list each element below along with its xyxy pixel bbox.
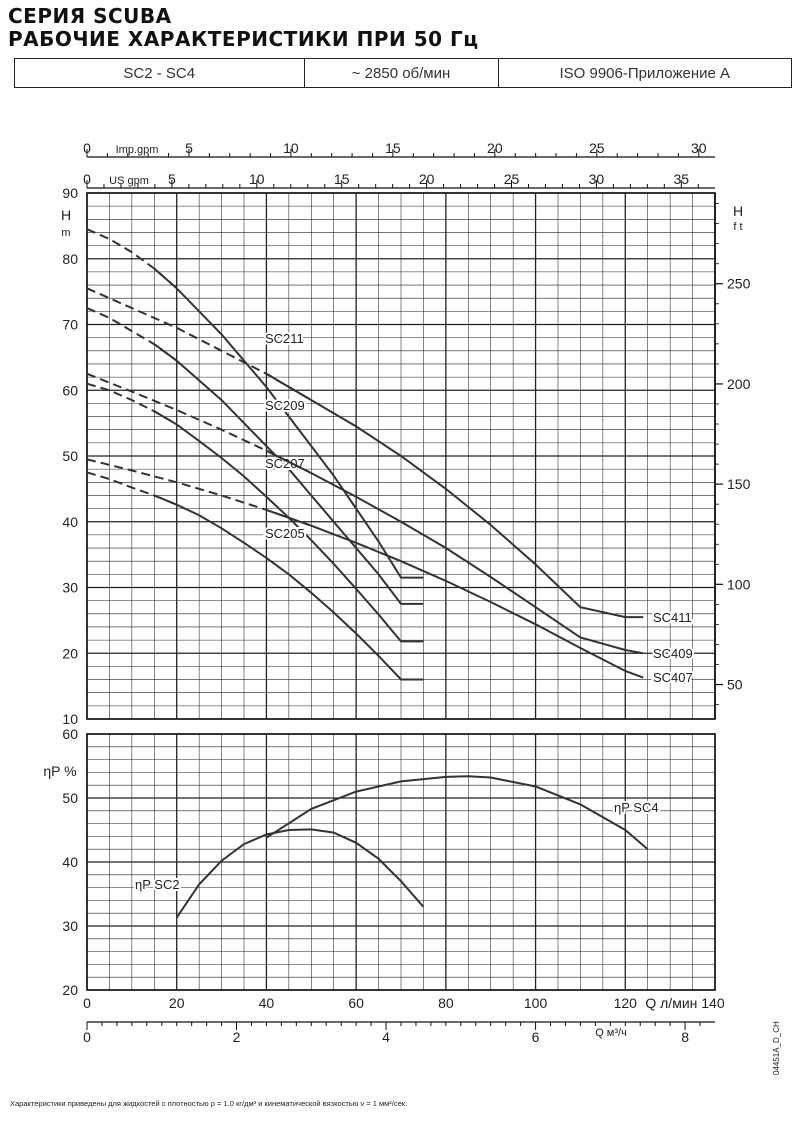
q-lmin-tick-label: 60	[348, 995, 364, 1011]
us-axis-label: US gpm	[109, 175, 149, 187]
us-tick-label: 10	[249, 171, 265, 187]
head-y-tick-label: 30	[62, 580, 78, 596]
head-y-tick-label: 90	[62, 185, 78, 201]
ft-tick-label: 200	[727, 376, 751, 392]
header-speed-cell: ~ 2850 об/мин	[305, 59, 499, 87]
us-tick-label: 15	[334, 171, 350, 187]
head-y-tick-label: 40	[62, 514, 78, 530]
q-lmin-tick-label: 40	[259, 995, 275, 1011]
head-y-tick-label: 20	[62, 645, 78, 661]
eff-y-tick-label: 20	[62, 982, 78, 998]
q-lmin-tick-label: 80	[438, 995, 454, 1011]
head-curve-sc211	[153, 267, 424, 579]
m3h-tick-label: 6	[532, 1029, 540, 1045]
header-iso-cell: ISO 9906-Приложение А	[559, 64, 731, 82]
eff-ylabel: ηP %	[43, 763, 76, 779]
head-ylabel-m: m	[61, 227, 70, 239]
m3h-axis-label: Q м³/ч	[595, 1027, 627, 1039]
head-curve-sc205	[153, 494, 424, 681]
m3h-tick-label: 8	[681, 1029, 689, 1045]
page-title-line1: СЕРИЯ SCUBA	[8, 4, 172, 28]
imp-axis-label: Imp.gpm	[116, 144, 159, 156]
eff-y-tick-label: 40	[62, 854, 78, 870]
ft-tick-label: 50	[727, 677, 743, 693]
header-models-cell: SC2 - SC4	[15, 59, 305, 87]
q-lmin-axis-label: Q л/мин 140	[645, 995, 724, 1011]
m3h-tick-label: 4	[382, 1029, 390, 1045]
m3h-tick-label: 2	[233, 1029, 241, 1045]
head-y-tick-label: 70	[62, 317, 78, 333]
head-curve-label-sc209: SC209	[265, 398, 305, 413]
imp-tick-label: 10	[283, 140, 299, 156]
ft-ylabel-h: H	[733, 203, 743, 219]
ft-ylabel-ft: f t	[733, 221, 742, 233]
q-lmin-tick-label: 120	[614, 995, 638, 1011]
head-curve-sc205-dashed	[86, 471, 178, 506]
us-tick-label: 0	[83, 171, 91, 187]
drawing-code: 04451A_D_CH	[772, 1021, 781, 1075]
head-y-tick-label: 60	[62, 382, 78, 398]
us-tick-label: 5	[168, 171, 176, 187]
imp-tick-label: 25	[589, 140, 605, 156]
imp-tick-label: 20	[487, 140, 503, 156]
imp-tick-label: 15	[385, 140, 401, 156]
head-curve-sc407-dashed	[86, 458, 312, 527]
eff-curve-label-sc2: ηP SC2	[135, 877, 180, 892]
eff-curve-label-sc4: ηP SC4	[614, 800, 659, 815]
imp-tick-label: 5	[185, 140, 193, 156]
us-tick-label: 35	[674, 171, 690, 187]
imp-tick-label: 30	[691, 140, 707, 156]
q-lmin-tick-label: 20	[169, 995, 185, 1011]
head-curve-label-sc409: SC409	[653, 646, 693, 661]
ft-tick-label: 150	[727, 476, 751, 492]
q-lmin-tick-label: 0	[83, 995, 91, 1011]
eff-y-tick-label: 30	[62, 918, 78, 934]
head-curve-sc411	[265, 372, 644, 619]
head-curve-label-sc411: SC411	[653, 610, 692, 625]
head-curve-label-sc205: SC205	[265, 526, 305, 541]
eff-curve-ηp-sc4	[265, 775, 649, 850]
us-tick-label: 20	[419, 171, 435, 187]
eff-grid	[86, 733, 716, 991]
head-curve-label-sc207: SC207	[265, 456, 305, 471]
q-lmin-tick-label: 100	[524, 995, 548, 1011]
head-curve-sc207-dashed	[86, 382, 178, 426]
head-y-tick-label: 50	[62, 448, 78, 464]
head-curve-label-sc211: SC211	[265, 331, 304, 346]
head-ylabel-h: H	[61, 207, 71, 223]
ft-tick-label: 100	[727, 576, 751, 592]
eff-y-tick-label: 60	[62, 726, 78, 742]
footnote: Характеристики приведены для жидкостей с…	[10, 1099, 408, 1108]
eff-y-tick-label: 50	[62, 790, 78, 806]
m3h-tick-label: 0	[83, 1029, 91, 1045]
head-curve-sc407	[266, 508, 644, 679]
head-y-tick-label: 80	[62, 251, 78, 267]
head-curve-sc209	[153, 343, 424, 605]
head-curve-label-sc407: SC407	[653, 670, 693, 685]
head-curve-sc409	[265, 449, 644, 655]
ft-tick-label: 250	[727, 276, 751, 292]
us-tick-label: 30	[589, 171, 605, 187]
head-y-tick-label: 10	[62, 711, 78, 727]
imp-tick-label: 0	[83, 140, 91, 156]
us-tick-label: 25	[504, 171, 520, 187]
eff-frame	[86, 733, 716, 991]
page-title-line2: РАБОЧИЕ ХАРАКТЕРИСТИКИ ПРИ 50 Гц	[8, 27, 479, 51]
eff-curve-ηp-sc2	[175, 828, 425, 919]
header-table: SC2 - SC4 ~ 2850 об/мин ISO 9906-Приложе…	[14, 58, 792, 88]
